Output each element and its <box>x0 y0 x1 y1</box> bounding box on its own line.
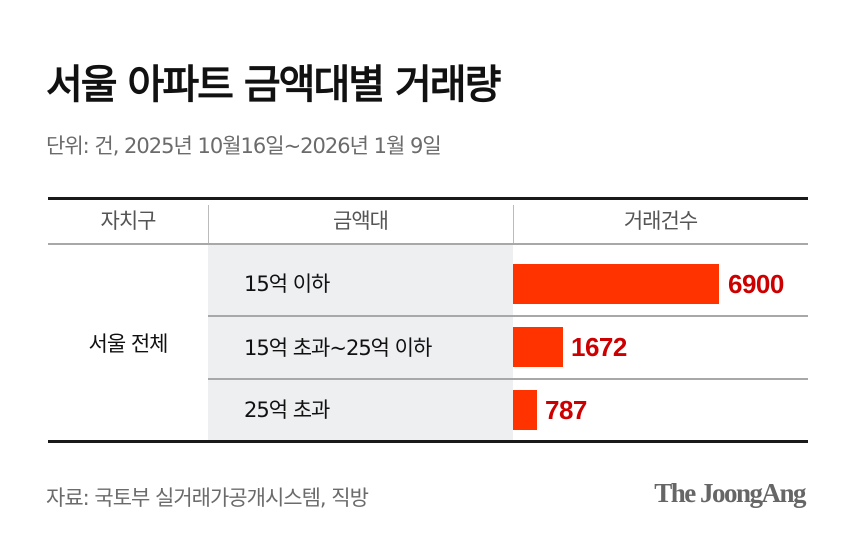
chart-title: 서울 아파트 금액대별 거래량 <box>46 62 501 108</box>
region-cell: 서울 전체 <box>88 331 169 356</box>
data-table: 자치구 금액대 거래건수 서울 전체 15억 이하 6900 15억 초과~25… <box>48 197 808 444</box>
column-header-district: 자치구 <box>100 209 157 233</box>
publisher-logo: The JoongAng <box>654 478 806 508</box>
bar <box>513 327 563 367</box>
chart-subtitle: 단위: 건, 2025년 10월16일~2026년 1월 9일 <box>46 134 442 158</box>
table-top-rule <box>48 197 808 200</box>
column-divider <box>513 205 514 243</box>
band-label: 25억 초과 <box>244 398 330 422</box>
row-divider <box>208 315 808 317</box>
bar-value: 1672 <box>571 332 627 362</box>
table-bottom-rule <box>48 440 808 443</box>
column-divider <box>208 205 209 243</box>
source-note: 자료: 국토부 실거래가공개시스템, 직방 <box>46 486 369 510</box>
band-label: 15억 이하 <box>244 272 330 296</box>
bar-value: 6900 <box>728 269 784 299</box>
band-label: 15억 초과~25억 이하 <box>244 336 432 360</box>
price-band-column-bg <box>208 245 513 440</box>
column-header-count: 거래건수 <box>623 209 698 233</box>
column-header-price-band: 금액대 <box>333 209 389 233</box>
header-divider <box>48 243 808 245</box>
bar-value: 787 <box>545 395 587 425</box>
bar <box>513 390 537 430</box>
bar <box>513 264 719 304</box>
row-divider <box>208 378 808 380</box>
